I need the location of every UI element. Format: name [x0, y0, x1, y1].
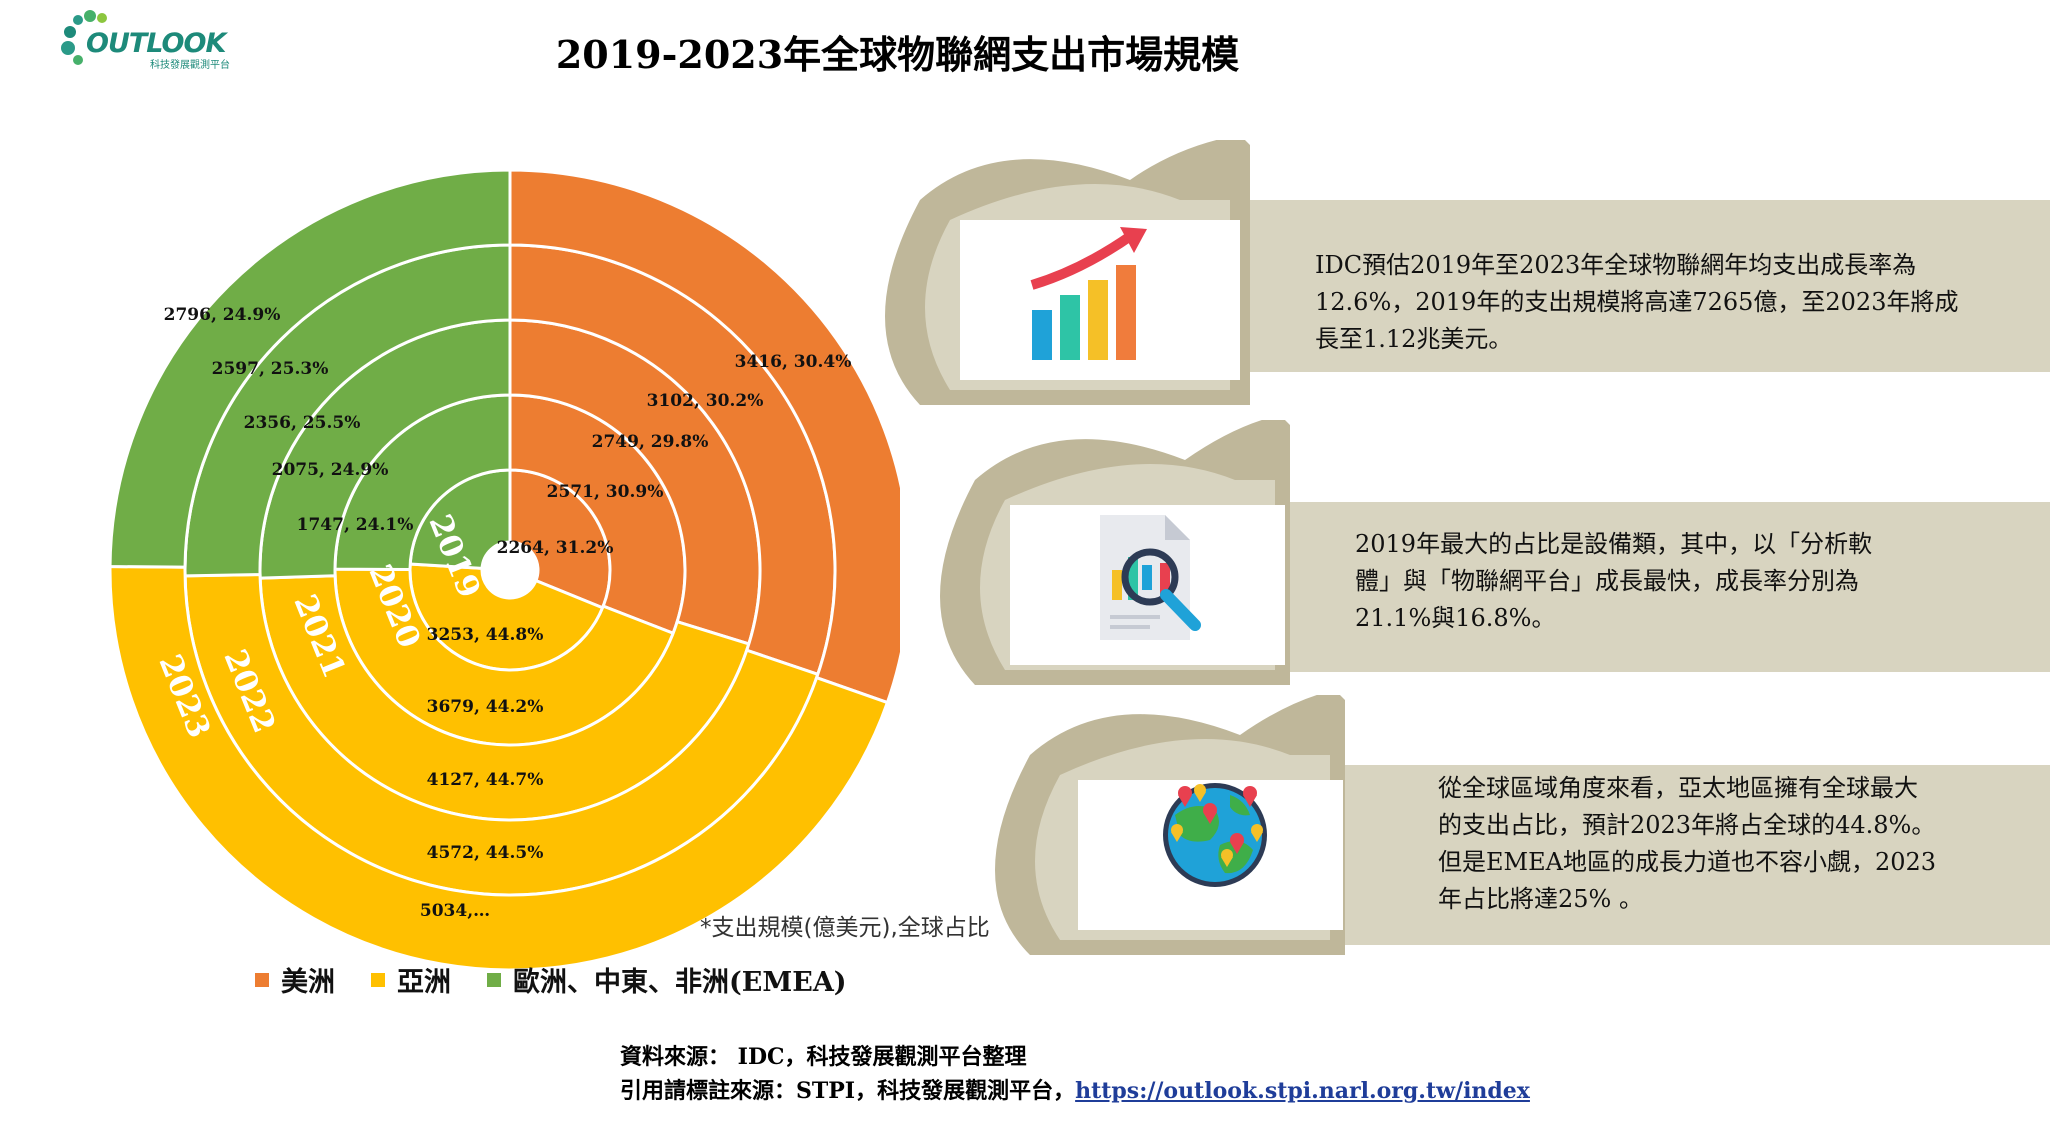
panel-text-regions: 從全球區域角度來看，亞太地區擁有全球最大 的支出占比，預計2023年將占全球的4…	[1438, 770, 2038, 918]
segment-2023-emea	[108, 168, 512, 569]
data-label-2022-emea: 2597, 25.3%	[212, 359, 329, 379]
globe-map-pins-icon	[1163, 783, 1267, 887]
data-label-2021-emea: 2356, 25.5%	[244, 413, 361, 433]
legend-label-americas: 美洲	[281, 967, 335, 998]
panel-frame	[940, 420, 2050, 685]
source-line-1: 資料來源： IDC，科技發展觀測平台整理	[620, 1044, 1027, 1070]
spending-donut-chart: 2264, 31.2%3253, 44.8%1747, 24.1% 2019257…	[108, 168, 900, 972]
legend-swatch-asia	[371, 972, 385, 987]
panel-frame	[885, 140, 2050, 405]
panel-line: IDC預估2019年至2023年全球物聯網年均支出成長率為	[1315, 251, 1917, 279]
document-magnifier-icon	[1100, 515, 1201, 640]
data-label-2023-emea: 2796, 24.9%	[164, 305, 281, 325]
legend-label-emea: 歐洲、中東、非洲(EMEA)	[513, 967, 847, 998]
data-label-2019-americas: 2264, 31.2%	[497, 538, 614, 558]
panel-line: 但是EMEA地區的成長力道也不容小覷，2023	[1438, 848, 1937, 876]
source-line-2: 引用請標註來源：STPI，科技發展觀測平台，https://outlook.st…	[620, 1074, 1530, 1108]
chart-legend: 美洲 亞洲 歐洲、中東、非洲(EMEA)	[255, 960, 847, 999]
panel-line: 年占比將達25% 。	[1438, 885, 1643, 913]
data-label-2020-asia: 3679, 44.2%	[427, 697, 544, 717]
legend-swatch-emea	[487, 972, 501, 987]
data-label-2022-asia: 4572, 44.5%	[427, 843, 544, 863]
logo-word: OUTLOOK	[86, 28, 226, 59]
data-label-2023-asia: 5034,…	[420, 901, 490, 921]
data-label-2020-emea: 2075, 24.9%	[272, 460, 389, 480]
panel-line: 從全球區域角度來看，亞太地區擁有全球最大	[1438, 774, 1918, 802]
segment-2023-asia	[108, 565, 890, 972]
legend-item-americas: 美洲	[255, 960, 335, 999]
panel-line: 21.1%與16.8%。	[1355, 604, 1556, 632]
info-panel-growth: IDC預估2019年至2023年全球物聯網年均支出成長率為 12.6%，2019…	[880, 140, 2050, 410]
page-title: 2019-2023年全球物聯網支出市場規模	[555, 32, 1240, 77]
legend-item-emea: 歐洲、中東、非洲(EMEA)	[487, 960, 847, 999]
legend-swatch-americas	[255, 972, 269, 987]
data-label-2020-americas: 2571, 30.9%	[547, 482, 664, 502]
legend-label-asia: 亞洲	[397, 967, 451, 998]
source-link[interactable]: https://outlook.stpi.narl.org.tw/index	[1075, 1078, 1530, 1104]
logo-dots-icon	[61, 10, 107, 65]
panel-line: 長至1.12兆美元。	[1315, 325, 1513, 353]
panel-line: 12.6%，2019年的支出規模將高達7265億，至2023年將成	[1315, 288, 1959, 316]
info-panel-regions: 從全球區域角度來看，亞太地區擁有全球最大 的支出占比，預計2023年將占全球的4…	[990, 695, 2050, 960]
chart-unit-note: *支出規模(億美元),全球占比	[700, 915, 990, 941]
panel-line: 2019年最大的占比是設備類，其中，以「分析軟	[1355, 530, 1873, 558]
data-label-2019-emea: 1747, 24.1%	[297, 515, 414, 535]
bar-chart-growth-icon	[1030, 227, 1147, 360]
panel-line: 體」與「物聯網平台」成長最快，成長率分別為	[1355, 567, 1859, 595]
legend-item-asia: 亞洲	[371, 960, 451, 999]
outlook-logo: OUTLOOK 科技發展觀測平台	[58, 6, 248, 72]
data-label-2021-asia: 4127, 44.7%	[427, 770, 544, 790]
data-label-2021-americas: 2749, 29.8%	[592, 432, 709, 452]
panel-text-growth: IDC預估2019年至2023年全球物聯網年均支出成長率為 12.6%，2019…	[1315, 247, 2035, 358]
source-citation: 資料來源： IDC，科技發展觀測平台整理 引用請標註來源：STPI，科技發展觀測…	[620, 1040, 1530, 1108]
logo-subtitle: 科技發展觀測平台	[150, 60, 230, 71]
data-label-2022-americas: 3102, 30.2%	[647, 391, 764, 411]
panel-text-categories: 2019年最大的占比是設備類，其中，以「分析軟 體」與「物聯網平台」成長最快，成…	[1355, 526, 2035, 637]
data-label-2023-americas: 3416, 30.4%	[735, 352, 852, 372]
data-label-2019-asia: 3253, 44.8%	[427, 625, 544, 645]
panel-line: 的支出占比，預計2023年將占全球的44.8%。	[1438, 811, 1936, 839]
source-line-2-prefix: 引用請標註來源：STPI，科技發展觀測平台，	[620, 1078, 1076, 1104]
info-panel-categories: 2019年最大的占比是設備類，其中，以「分析軟 體」與「物聯網平台」成長最快，成…	[935, 420, 2050, 690]
panel-frame	[995, 695, 2050, 955]
